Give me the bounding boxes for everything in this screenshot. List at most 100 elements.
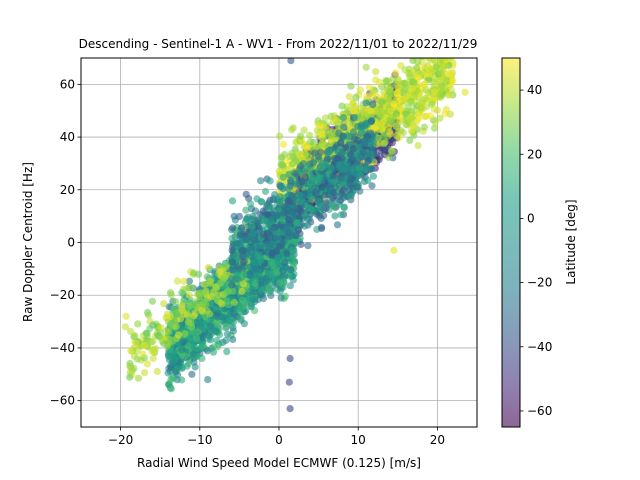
- data-point: [386, 130, 394, 138]
- colorbar-tick-label: −20: [527, 276, 552, 290]
- data-point: [288, 191, 296, 200]
- data-point: [204, 376, 212, 384]
- data-point: [249, 230, 257, 238]
- data-point: [238, 224, 246, 232]
- data-point: [284, 222, 292, 230]
- data-point: [303, 163, 311, 171]
- x-tick-label: 20: [430, 433, 445, 447]
- data-point: [431, 51, 438, 58]
- colorbar-tick-label: 0: [527, 211, 535, 225]
- data-point: [364, 176, 372, 184]
- data-point: [240, 280, 248, 288]
- data-point: [437, 68, 445, 77]
- data-point: [229, 327, 237, 335]
- data-point: [437, 58, 445, 64]
- data-point: [187, 319, 195, 327]
- data-point: [126, 362, 134, 370]
- data-point: [193, 336, 201, 344]
- data-point: [287, 58, 295, 65]
- data-point: [168, 374, 176, 383]
- data-point: [349, 128, 358, 136]
- data-point: [399, 129, 407, 137]
- data-points: [121, 51, 469, 413]
- data-point: [394, 83, 402, 92]
- y-axis-label: Raw Doppler Centroid [Hz]: [21, 162, 35, 322]
- data-point: [315, 212, 323, 220]
- data-point: [339, 113, 347, 122]
- data-point: [397, 104, 405, 112]
- data-point: [270, 226, 278, 234]
- data-point: [268, 248, 276, 257]
- data-point: [329, 201, 337, 209]
- data-point: [254, 216, 262, 224]
- data-point: [328, 132, 336, 140]
- colorbar-gradient: [502, 58, 520, 427]
- data-point: [329, 172, 337, 180]
- data-point: [261, 187, 270, 196]
- data-point: [191, 363, 199, 371]
- data-point: [283, 249, 291, 257]
- data-point: [339, 148, 347, 156]
- data-point: [390, 100, 398, 109]
- data-point: [285, 185, 293, 193]
- data-point: [220, 273, 229, 282]
- data-point: [230, 212, 238, 220]
- data-point: [441, 110, 449, 118]
- data-point: [277, 294, 285, 302]
- data-point: [378, 98, 386, 106]
- data-point: [413, 64, 421, 72]
- data-point: [286, 405, 294, 413]
- data-point: [266, 177, 274, 185]
- data-point: [289, 124, 297, 132]
- x-tick-label: −20: [108, 433, 133, 447]
- colorbar-label: Latitude [deg]: [564, 199, 578, 284]
- data-point: [178, 376, 186, 384]
- data-point: [257, 256, 265, 264]
- data-point: [179, 338, 187, 347]
- data-point: [422, 85, 430, 94]
- data-point: [433, 63, 441, 71]
- data-point: [441, 76, 449, 84]
- data-point: [357, 122, 365, 131]
- data-point: [356, 144, 364, 152]
- data-point: [127, 327, 135, 335]
- data-point: [257, 280, 265, 288]
- data-point: [212, 283, 220, 291]
- data-point: [292, 219, 301, 227]
- data-point: [190, 300, 198, 308]
- data-point: [267, 271, 275, 279]
- colorbar-tick-label: 40: [527, 83, 542, 97]
- data-point: [300, 126, 308, 134]
- data-point: [297, 240, 305, 249]
- data-point: [362, 99, 370, 107]
- x-tick-label: −10: [187, 433, 212, 447]
- data-point: [354, 136, 362, 144]
- data-point: [375, 134, 383, 142]
- data-point: [276, 279, 284, 287]
- data-point: [420, 123, 428, 131]
- data-point: [167, 321, 175, 329]
- data-point: [350, 114, 358, 122]
- data-point: [196, 289, 204, 297]
- y-tick-label: 0: [67, 236, 75, 250]
- data-point: [340, 194, 348, 202]
- data-point: [225, 317, 233, 326]
- data-point: [284, 197, 293, 205]
- data-point: [352, 93, 360, 101]
- data-point: [237, 305, 245, 313]
- data-point: [325, 193, 334, 201]
- data-point: [406, 136, 414, 144]
- data-point: [431, 118, 439, 126]
- data-point: [229, 224, 237, 232]
- data-point: [317, 130, 325, 138]
- colorbar-tick-label: −60: [527, 404, 552, 418]
- data-point: [239, 296, 247, 304]
- data-point: [245, 293, 253, 301]
- data-point: [228, 281, 236, 289]
- data-point: [346, 181, 354, 189]
- y-tick-label: 20: [60, 183, 75, 197]
- data-point: [149, 354, 157, 362]
- data-point: [361, 110, 369, 118]
